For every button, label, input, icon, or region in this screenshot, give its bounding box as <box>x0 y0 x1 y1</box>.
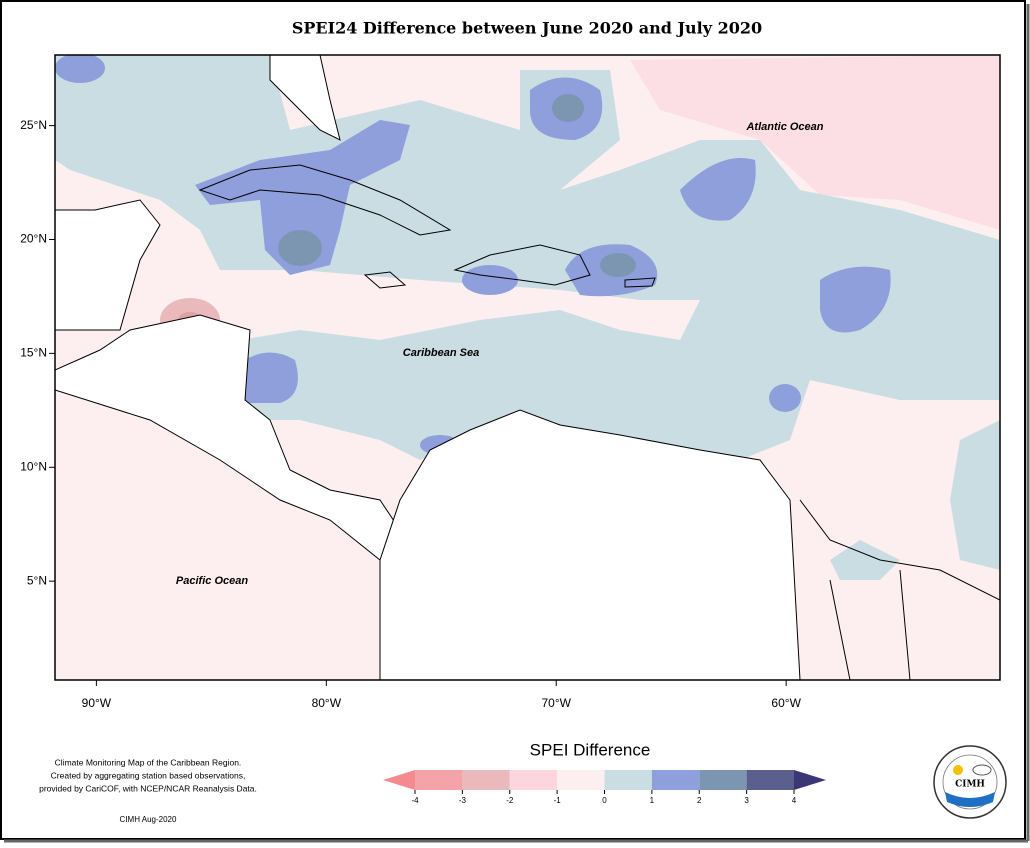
colorbar-segment <box>651 770 700 790</box>
colorbar-label: 2 <box>697 796 702 805</box>
colorbar-label: 0 <box>602 796 607 805</box>
island <box>453 244 591 286</box>
island <box>363 271 407 289</box>
credit: CIMH Aug-2020 <box>120 815 177 824</box>
ocean-label: Pacific Ocean <box>176 575 248 587</box>
field <box>830 540 900 580</box>
colorbar-label: -1 <box>554 796 562 805</box>
field <box>630 55 1000 230</box>
field <box>552 94 584 122</box>
y-tick-label: 25°N <box>20 118 47 132</box>
x-tick-label: 60°W <box>771 696 801 710</box>
island <box>624 277 656 288</box>
colorbar-segment <box>794 770 826 790</box>
legend-title: SPEI Difference <box>530 740 651 759</box>
land <box>269 55 341 141</box>
colorbar-label: -3 <box>459 796 467 805</box>
island <box>198 164 452 236</box>
colorbar-segment <box>699 770 747 790</box>
colorbar-segment <box>462 770 510 790</box>
footnote: provided by CariCOF, with NCEP/NCAR Rean… <box>39 783 257 793</box>
x-tick-label: 90°W <box>82 696 112 710</box>
ocean-label: Caribbean Sea <box>403 347 479 359</box>
logo-waves <box>945 792 995 807</box>
colorbar-segment <box>604 770 652 790</box>
logo-sun <box>953 765 963 775</box>
y-tick-label: 5°N <box>27 573 47 587</box>
colorbar-label: 3 <box>744 796 749 805</box>
colorbar-segment <box>415 770 463 790</box>
colorbar-segment <box>746 770 794 790</box>
field <box>55 55 105 83</box>
logo-text: CIMH <box>955 780 985 790</box>
land <box>379 409 801 680</box>
logo: CIMH <box>933 745 1007 819</box>
colorbar-label: -2 <box>506 796 514 805</box>
land <box>55 314 401 561</box>
ocean-label: Atlantic Ocean <box>745 121 823 133</box>
title: SPEI24 Difference between June 2020 and … <box>292 19 762 38</box>
x-tick-label: 80°W <box>312 696 342 710</box>
field <box>769 384 801 412</box>
field <box>950 420 1000 570</box>
colorbar-label: 4 <box>792 796 797 805</box>
y-tick-label: 20°N <box>20 232 47 246</box>
field <box>245 352 298 403</box>
footnote: Climate Monitoring Map of the Caribbean … <box>55 757 242 767</box>
y-tick-label: 15°N <box>20 346 47 360</box>
field <box>278 230 322 266</box>
field <box>195 120 410 275</box>
colorbar-label: 1 <box>650 796 655 805</box>
field <box>680 158 756 221</box>
field <box>600 253 636 277</box>
logo-ring <box>942 754 998 810</box>
map <box>55 55 1000 680</box>
footnote: Created by aggregating station based obs… <box>51 770 246 780</box>
x-tick-label: 70°W <box>541 696 571 710</box>
logo-cloud <box>972 764 992 776</box>
field <box>820 266 891 333</box>
y-tick-label: 10°N <box>20 459 47 473</box>
map-border <box>54 54 1001 681</box>
colorbar-segment <box>557 770 605 790</box>
colorbar-label: -4 <box>411 796 419 805</box>
colorbar-segment <box>509 770 558 790</box>
border <box>799 499 1000 680</box>
colorbar-segment <box>383 770 415 790</box>
land <box>55 199 161 331</box>
field <box>462 265 518 295</box>
